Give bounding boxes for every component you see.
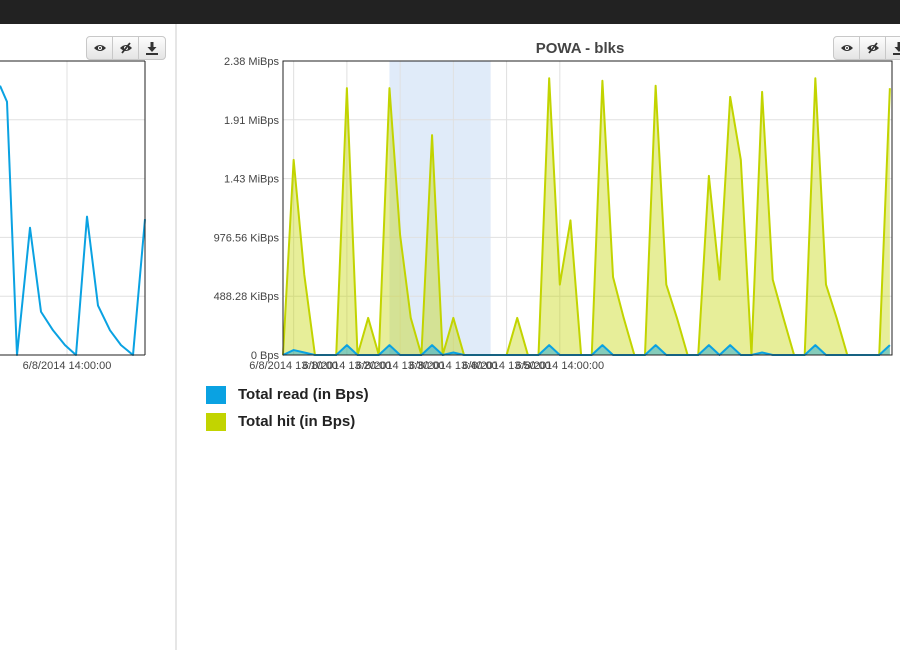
- right-download-button[interactable]: [886, 37, 900, 59]
- x-tick-label: 6/8/2014 14:00:00: [515, 360, 604, 372]
- left-chart-toolbar: [86, 36, 166, 60]
- left-plot-area: [0, 61, 145, 355]
- y-tick-label: 1.91 MiBps: [224, 115, 280, 127]
- y-tick-label: 2.38 MiBps: [224, 56, 280, 68]
- x-tick-label: 6/8/2014 13:20:00: [303, 360, 392, 372]
- right-toggle-hidden-button[interactable]: [860, 37, 886, 59]
- left-series-line-total-read: [0, 85, 146, 356]
- x-tick-label: 6/8/2014 13:40:00: [409, 360, 498, 372]
- eye-icon: [93, 45, 106, 51]
- left-x-tick-label: 6/8/2014 14:00:00: [23, 360, 112, 372]
- chart-title: POWA - blks: [535, 40, 625, 57]
- y-tick-label: 976.56 KiBps: [214, 232, 280, 244]
- x-tick-label: 6/8/2014 13:10:00: [249, 360, 338, 372]
- x-tick-label: 6/8/2014 13:50:00: [462, 360, 551, 372]
- plot-border: [282, 60, 893, 356]
- left-toggle-visible-button[interactable]: [87, 37, 113, 59]
- right-chart-toolbar: [833, 36, 900, 60]
- eye-icon: [840, 45, 853, 51]
- left-chart: 6/8/2014 14:00:00: [0, 60, 146, 372]
- legend-swatch-read: [206, 385, 226, 404]
- x-tick-label: 6/8/2014 13:30:00: [356, 360, 445, 372]
- right-toggle-visible-button[interactable]: [834, 37, 860, 59]
- powa-blks-chart: 0 Bps 488.28 KiBps 976.56 KiBps 1.43 MiBps 1…: [214, 56, 893, 372]
- legend-swatch-hit: [206, 412, 226, 431]
- panel-divider: [175, 24, 177, 650]
- eye-slash-icon: [866, 42, 879, 54]
- y-tick-label: 488.28 KiBps: [214, 291, 280, 303]
- plot-area: [283, 61, 892, 355]
- y-tick-label: 1.43 MiBps: [224, 174, 280, 186]
- left-toggle-hidden-button[interactable]: [113, 37, 139, 59]
- chart-legend: Total read (in Bps) Total hit (in Bps): [206, 381, 369, 435]
- legend-item-total-hit[interactable]: Total hit (in Bps): [206, 408, 369, 435]
- download-icon: [146, 41, 158, 55]
- legend-label-hit: Total hit (in Bps): [238, 413, 356, 430]
- y-tick-label: 0 Bps: [251, 350, 280, 362]
- legend-item-total-read[interactable]: Total read (in Bps): [206, 381, 369, 408]
- left-download-button[interactable]: [139, 37, 165, 59]
- download-icon: [893, 41, 900, 55]
- legend-label-read: Total read (in Bps): [238, 386, 369, 403]
- eye-slash-icon: [119, 42, 132, 54]
- top-navbar: [0, 0, 900, 24]
